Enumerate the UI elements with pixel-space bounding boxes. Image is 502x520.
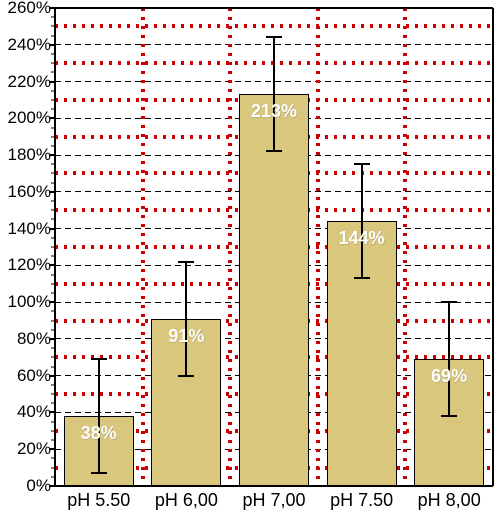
y-tick-label: 40% [17,402,55,422]
y-tick-label: 200% [8,108,55,128]
bar [239,94,309,486]
error-bar-cap-bottom [441,415,457,417]
x-tick-label: pH 5.50 [67,486,130,511]
y-tick-label: 260% [8,0,55,18]
hgrid-minor [55,24,493,28]
error-bar-line [98,359,100,473]
axis-bottom [55,485,493,487]
y-tick-label: 100% [8,292,55,312]
vgrid-line [403,8,407,486]
x-tick-label: pH 7.50 [330,486,393,511]
error-bar-cap-top [441,301,457,303]
error-bar-line [361,164,363,278]
bar-value-label: 144% [339,228,385,249]
vgrid-line [141,8,145,486]
bar-value-label: 91% [168,326,204,347]
y-tick-label: 60% [17,366,55,386]
y-tick-label: 220% [8,72,55,92]
error-bar-cap-top [354,163,370,165]
error-bar-cap-top [91,358,107,360]
bar-value-label: 38% [81,423,117,444]
error-bar-cap-bottom [178,375,194,377]
y-tick-label: 20% [17,439,55,459]
y-tick-label: 80% [17,329,55,349]
error-bar-cap-bottom [354,277,370,279]
error-bar-cap-top [178,261,194,263]
y-tick-label: 120% [8,255,55,275]
error-bar-line [185,262,187,376]
axis-top [55,7,493,9]
y-tick-label: 180% [8,145,55,165]
error-bar-cap-bottom [91,472,107,474]
vgrid-line [228,8,232,486]
y-tick-label: 240% [8,35,55,55]
axis-right [492,8,494,486]
x-tick-label: pH 7,00 [242,486,305,511]
axis-left [54,8,56,486]
error-bar-cap-top [266,36,282,38]
y-tick-label: 160% [8,182,55,202]
bar-value-label: 213% [251,101,297,122]
y-tick-label: 140% [8,219,55,239]
error-bar-line [273,37,275,151]
y-tick-label: 0% [26,476,55,496]
vgrid-line [316,8,320,486]
bar-chart: 0% 20% 40% 60% 80% 100% 120% 140% 160% 180% 200% 22… [0,0,502,520]
error-bar-line [448,302,450,416]
bar-value-label: 69% [431,366,467,387]
error-bar-cap-bottom [266,150,282,152]
plot-area: 0%20%40%60%80%100%120%140%160%180%200%22… [55,8,493,486]
x-tick-label: pH 6,00 [155,486,218,511]
x-tick-label: pH 8,00 [418,486,481,511]
